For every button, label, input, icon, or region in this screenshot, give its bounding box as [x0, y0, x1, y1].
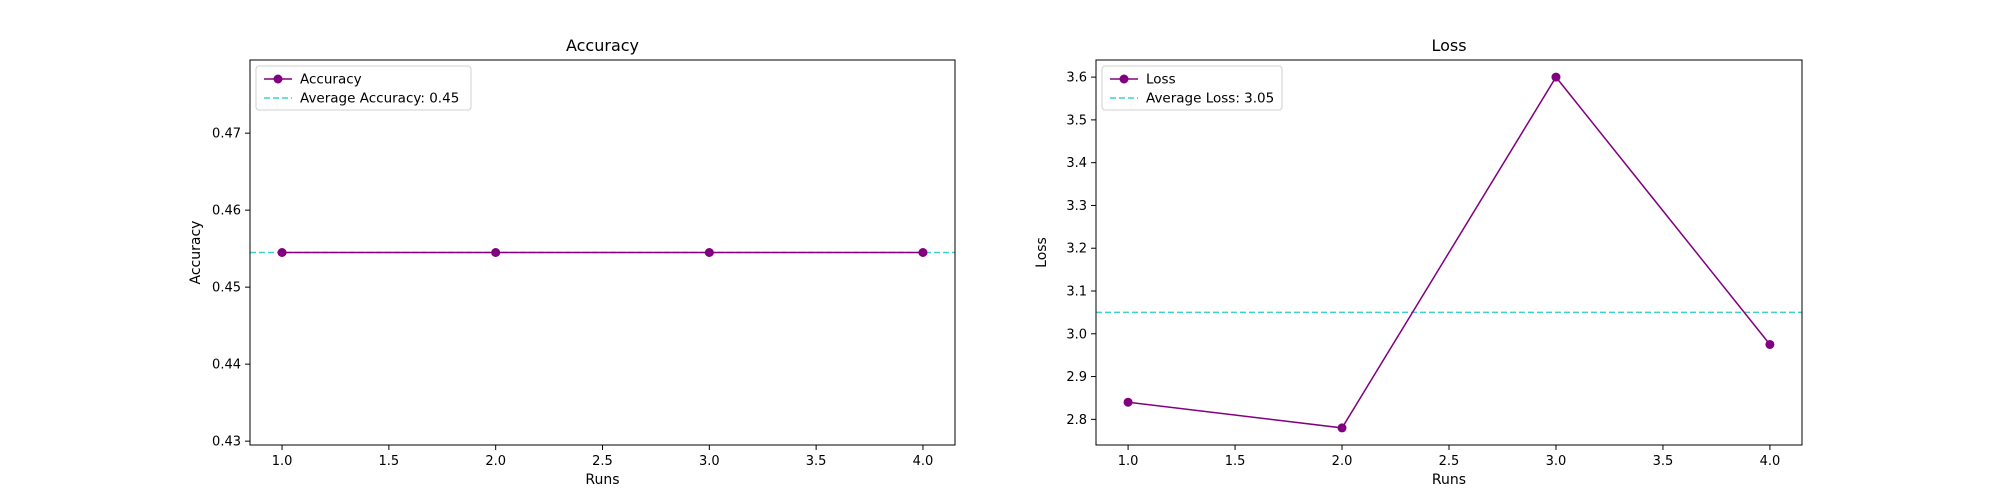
y-tick-label: 0.44	[212, 358, 241, 373]
legend-box	[1101, 65, 1283, 111]
x-tick-label: 1.5	[379, 454, 400, 469]
legend-point-marker	[273, 74, 283, 84]
x-tick-label: 4.0	[913, 454, 934, 469]
y-tick-label: 2.8	[1066, 413, 1087, 428]
y-tick-label: 0.47	[212, 127, 241, 142]
y-tick-label: 3.4	[1066, 156, 1087, 171]
legend-entry-label: Accuracy	[300, 72, 362, 88]
x-tick-label: 2.5	[592, 454, 613, 469]
axes-frame	[1095, 59, 1803, 446]
y-tick-label: 0.43	[212, 435, 241, 450]
legend-box	[255, 65, 472, 111]
data-point	[1337, 423, 1347, 433]
x-axis-label: Runs	[1432, 472, 1466, 488]
x-tick-label: 1.5	[1225, 454, 1246, 469]
x-tick-label: 2.5	[1439, 454, 1460, 469]
x-axis-label: Runs	[585, 472, 619, 488]
legend: Loss Average Loss: 3.05	[1101, 65, 1283, 111]
data-point	[1123, 397, 1133, 407]
data-point	[1551, 72, 1561, 82]
data-point	[1765, 339, 1775, 349]
chart-title: Loss	[1431, 36, 1466, 55]
data-point	[918, 248, 928, 257]
x-tick-label: 3.5	[1653, 454, 1674, 469]
legend-point-marker	[1119, 74, 1129, 84]
legend-entry-label: Loss	[1146, 72, 1176, 88]
x-tick-label: 3.0	[699, 454, 720, 469]
chart-loss: Loss 1.0 1.5 2.0 2.5 3.0 3.5 4.0 2.8 2.9 3.0 3.1 3.2…	[1034, 36, 1803, 488]
y-tick-label: 0.46	[212, 204, 241, 219]
y-tick-label: 3.2	[1066, 242, 1087, 257]
axes-frame	[249, 59, 956, 446]
y-tick-label: 3.5	[1066, 113, 1087, 128]
y-tick-label: 3.0	[1066, 327, 1087, 342]
x-tick-label: 2.0	[485, 454, 506, 469]
series-line	[1128, 75, 1771, 429]
x-tick-label: 1.0	[272, 454, 293, 469]
legend: Accuracy Average Accuracy: 0.45	[255, 65, 472, 111]
y-tick-label: 3.6	[1066, 71, 1087, 86]
x-tick-label: 4.0	[1760, 454, 1781, 469]
y-axis-label: Accuracy	[188, 221, 204, 285]
y-axis-label: Loss	[1034, 237, 1050, 268]
x-tick-label: 2.0	[1332, 454, 1353, 469]
x-tick-label: 1.0	[1118, 454, 1139, 469]
y-tick-label: 2.9	[1066, 370, 1087, 385]
y-tick-label: 0.45	[212, 281, 241, 296]
legend-entry-label: Average Accuracy: 0.45	[300, 91, 459, 107]
chart-accuracy: Accuracy 1.0 1.5 2.0 2.5 3.0 3.5 4.0 0.43 0.44 0.4…	[188, 36, 956, 488]
y-tick-label: 3.3	[1066, 199, 1087, 214]
chart-title: Accuracy	[566, 36, 639, 55]
x-tick-label: 3.0	[1546, 454, 1567, 469]
data-point	[491, 248, 501, 257]
y-tick-label: 3.1	[1066, 285, 1087, 300]
legend-entry-label: Average Loss: 3.05	[1146, 91, 1274, 107]
data-point	[277, 248, 287, 257]
x-tick-label: 3.5	[806, 454, 827, 469]
data-point	[704, 248, 714, 257]
